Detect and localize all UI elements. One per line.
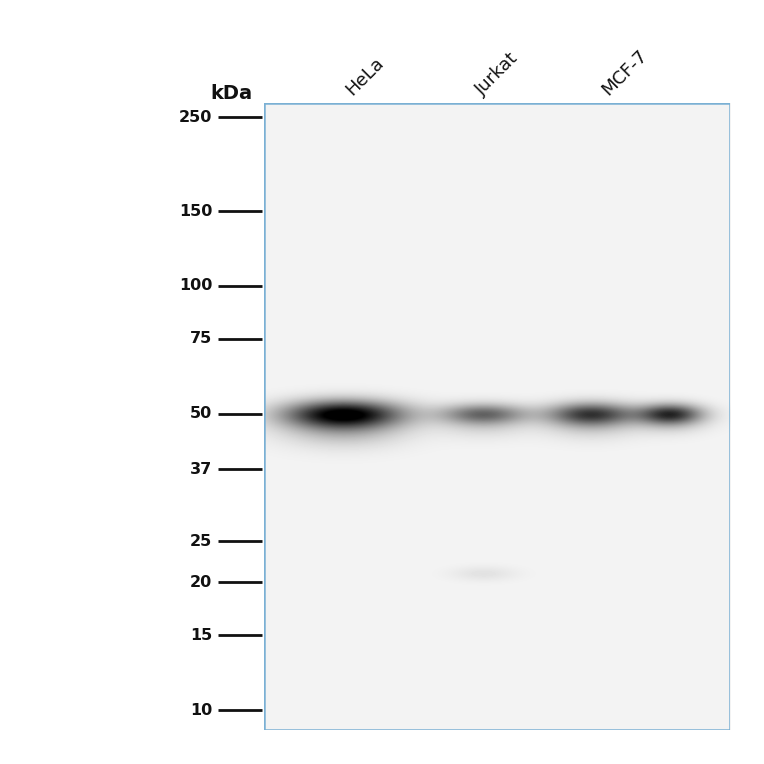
Text: 10: 10 xyxy=(190,703,212,717)
Text: 150: 150 xyxy=(179,204,212,219)
Text: kDa: kDa xyxy=(210,84,252,102)
Text: 100: 100 xyxy=(179,278,212,293)
Text: MCF-7: MCF-7 xyxy=(598,47,651,99)
Text: HeLa: HeLa xyxy=(342,54,387,99)
Text: 37: 37 xyxy=(190,461,212,477)
Text: 25: 25 xyxy=(190,534,212,549)
Text: 75: 75 xyxy=(190,332,212,346)
Text: Jurkat: Jurkat xyxy=(472,50,522,99)
Text: 15: 15 xyxy=(190,628,212,643)
Text: 50: 50 xyxy=(190,406,212,421)
Text: 20: 20 xyxy=(190,575,212,590)
Text: 250: 250 xyxy=(179,110,212,125)
